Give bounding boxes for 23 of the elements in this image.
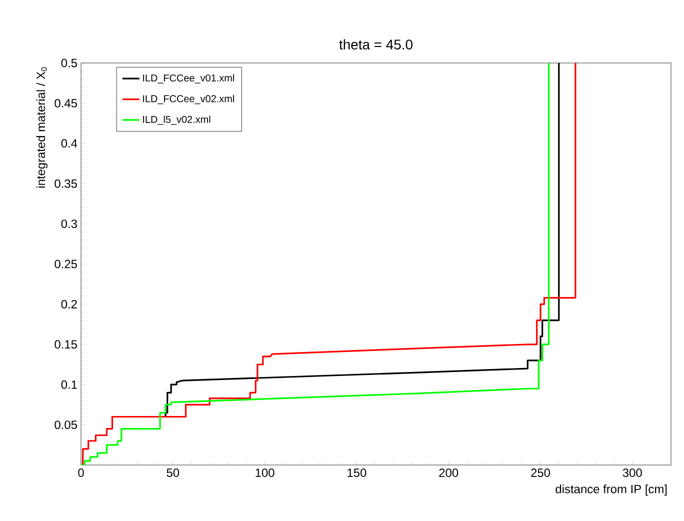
y-tick-label: 0.25 [54,260,77,268]
x-tick-label: 100 [256,468,274,477]
legend-label: ILD_FCCee_v01.xml [143,74,234,84]
x-tick-label: 250 [531,468,550,477]
x-tick-label: 0 [78,468,84,477]
legend-label: ILD_l5_v02.xml [143,116,210,125]
y-tick-label: 0.45 [54,98,77,108]
x-axis-title: distance from IP [cm] [556,484,667,496]
y-tick-label: 0.3 [61,220,77,228]
y-tick-label: 0.15 [54,340,77,349]
y-tick-label: 0.1 [61,380,77,389]
x-tick-label: 300 [622,468,642,477]
y-tick-label: 0.4 [61,139,78,148]
y-tick-label: 0.05 [54,420,77,430]
y-tick-label: 0.2 [61,300,77,308]
y-axis-title: integrated material / X$_{0}$ [36,67,48,188]
legend-label: ILD_FCCee_v02.xml [143,94,234,104]
x-tick-label: 150 [348,468,366,477]
x-tick-label: 200 [439,468,458,477]
x-tick-label: 50 [166,468,180,477]
chart-title: theta = 45.0 [339,39,412,50]
y-tick-label: 0.5 [61,58,77,68]
y-tick-label: 0.35 [54,179,77,188]
